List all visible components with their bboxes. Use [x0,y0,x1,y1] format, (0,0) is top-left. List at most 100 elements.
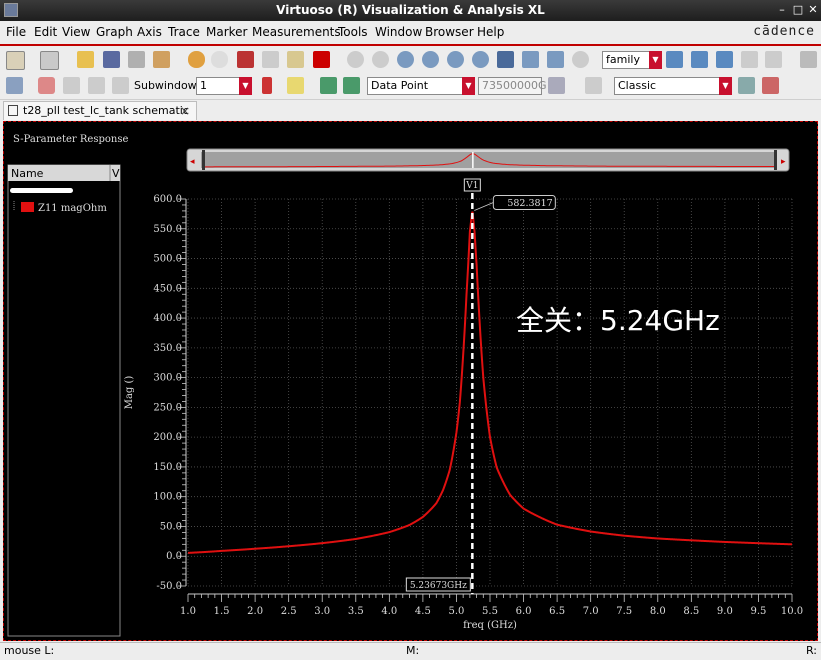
scroll-handle-left[interactable] [202,150,205,170]
marker-right-icon[interactable] [343,77,360,94]
graph-svg: S-Parameter Response Name V Z11 magOhm ◂… [7,134,803,637]
cards-icon[interactable] [38,77,55,94]
trace-name[interactable]: Z11 magOhm [38,203,107,214]
scroll-left-icon[interactable]: ◂ [190,157,195,167]
grid-icon[interactable] [800,51,817,68]
x-tick-label: 5.0 [448,606,464,617]
export-icon[interactable] [153,51,170,68]
wand-icon[interactable] [6,77,23,94]
print-icon[interactable] [128,51,145,68]
composite-icon[interactable] [691,51,708,68]
menu-view[interactable]: View [62,25,91,39]
chevron-down-icon[interactable]: ▼ [239,77,252,95]
forward-icon[interactable] [372,51,389,68]
save-icon[interactable] [103,51,120,68]
x-tick-label: 1.0 [180,606,196,617]
menu-file[interactable]: File [6,25,27,39]
redo-icon[interactable] [211,51,228,68]
x-tick-label: 4.0 [381,606,397,617]
grid [187,198,793,587]
zoom-fit-icon[interactable] [572,51,589,68]
paste-icon[interactable] [287,51,304,68]
marker-name-box[interactable] [463,178,481,192]
cut-icon[interactable] [237,51,254,68]
zoom-box-icon[interactable] [547,51,564,68]
graph-window: S-Parameter Response Name V Z11 magOhm ◂… [3,121,818,641]
menu-marker[interactable]: Marker [206,25,248,39]
layout-icon[interactable] [40,51,59,70]
menu-trace[interactable]: Trace [168,25,200,39]
frequency-input[interactable]: 73500000G [478,77,547,95]
name-column-header[interactable]: Name [11,167,44,180]
overlay-icon[interactable] [741,51,758,68]
back-icon[interactable] [347,51,364,68]
tab-schematic[interactable]: t28_pll test_lc_tank schematic × [3,101,197,120]
bar-chart-icon[interactable] [548,77,565,94]
trace-color-swatch[interactable] [21,202,34,212]
window-title: Virtuoso (R) Visualization & Analysis XL [276,3,545,17]
chevron-down-icon[interactable]: ▼ [719,77,732,95]
delete-icon[interactable] [313,51,330,68]
value-column-header[interactable]: V [112,167,120,180]
scroll-handle-right[interactable] [774,150,777,170]
zoom-out-icon[interactable] [422,51,439,68]
marker-left-icon[interactable] [320,77,337,94]
tile-icon[interactable] [112,77,129,94]
strip-chart-icon[interactable] [666,51,683,68]
table-icon[interactable] [585,77,602,94]
chevron-down-icon[interactable]: ▼ [462,77,475,95]
undo-icon[interactable] [188,51,205,68]
window-icon[interactable] [6,51,25,70]
split-icon[interactable] [716,51,733,68]
group-bar[interactable] [10,188,73,193]
columns-icon[interactable] [88,77,105,94]
style-select[interactable]: Classic ▼ [614,77,732,95]
open-folder-icon[interactable] [77,51,94,68]
cadence-logo: cādence [753,24,815,39]
rows-icon[interactable] [63,77,80,94]
fit-icon[interactable] [497,51,514,68]
scroll-right-icon[interactable]: ▸ [781,157,786,167]
status-mouse-middle: M: [406,644,420,657]
x-tick-label: 6.5 [549,606,565,617]
note-icon[interactable] [287,77,304,94]
marker-type-select[interactable]: Data Point ▼ [367,77,475,95]
overview-track[interactable] [201,152,777,168]
close-icon[interactable]: × [179,104,190,118]
menu-browser[interactable]: Browser [425,25,474,39]
maximize-icon[interactable]: □ [792,3,804,16]
menu-tools[interactable]: Tools [338,25,368,39]
overview-curve [205,153,774,168]
window-copy-icon[interactable] [738,77,755,94]
menu-help[interactable]: Help [477,25,505,39]
peak-leader-line [474,202,494,211]
zoom-x-icon[interactable] [447,51,464,68]
frequency-value: 73500000G [482,79,547,92]
trace-z11-line[interactable] [187,211,793,554]
y-tick-label: 200.0 [153,432,182,443]
x-tick-label: 3.5 [348,606,364,617]
window-close-icon[interactable] [762,77,779,94]
menu-measurements[interactable]: Measurements [252,25,341,39]
copy-icon[interactable] [262,51,279,68]
menu-window[interactable]: Window [375,25,423,39]
pan-icon[interactable] [522,51,539,68]
chevron-down-icon[interactable]: ▼ [649,51,662,69]
x-tick-label: 9.0 [717,606,733,617]
app-icon [4,3,18,17]
menu-axis[interactable]: Axis [137,25,162,39]
subwindow-select[interactable]: 1 ▼ [196,77,252,95]
status-mouse-right: R: [806,644,818,657]
subwindow-label: Subwindow: [134,79,200,92]
menu-edit[interactable]: Edit [34,25,58,39]
family-select[interactable]: family ▼ [602,51,662,69]
link-icon[interactable] [765,51,782,68]
status-bar: mouse L: M: R: [0,642,821,660]
close-icon[interactable]: ✕ [808,3,818,16]
menu-graph[interactable]: Graph [96,25,133,39]
minimize-icon[interactable]: – [779,3,785,16]
y-tick-label: 250.0 [153,402,182,413]
flag-icon[interactable] [262,77,272,94]
zoom-y-icon[interactable] [472,51,489,68]
zoom-in-icon[interactable] [397,51,414,68]
